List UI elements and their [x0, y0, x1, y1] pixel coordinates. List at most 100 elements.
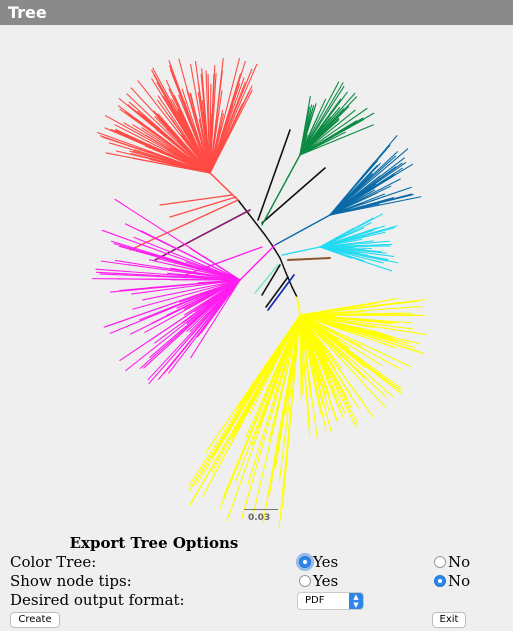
output-format-select[interactable]: PDF ▲ ▼ — [297, 592, 364, 610]
tree-branch-magenta — [158, 279, 241, 380]
tree-branch-yellow — [299, 314, 309, 414]
tree-branch-yellow — [299, 314, 329, 374]
tree-branch-red — [209, 60, 246, 174]
tree-branch-cyan — [319, 240, 375, 248]
tree-branch — [279, 257, 287, 274]
tree-branch-cyan — [319, 246, 383, 253]
tree-branch-magenta — [119, 279, 241, 362]
tree-branch-green — [299, 92, 356, 156]
tree-branch-magenta — [184, 246, 263, 276]
tree-branch-yellow — [299, 314, 336, 369]
tree-branch — [239, 244, 276, 281]
radio-selected-icon — [299, 556, 311, 568]
tree-branch-mint — [254, 264, 279, 294]
tree-branch-magenta — [119, 245, 241, 281]
tree-branch-red — [130, 152, 211, 174]
tree-branch-magenta — [143, 279, 241, 369]
radio-unselected-icon — [434, 556, 446, 568]
tree-branch-yellow — [262, 314, 301, 524]
tree-branch-green — [299, 109, 356, 156]
tree-branch-green — [299, 118, 310, 156]
radio-unselected-icon — [299, 575, 311, 587]
color-tree-yes-radio[interactable]: Yes — [299, 553, 338, 571]
color-tree-yes-label: Yes — [313, 553, 339, 571]
tree-branch-brown — [287, 257, 331, 261]
tree-branch-red — [159, 194, 233, 206]
tree-branch-magenta — [131, 279, 241, 295]
scale-bar — [244, 509, 278, 510]
tree-branch — [296, 296, 301, 316]
tree-branch-yellow — [299, 314, 409, 344]
tree-branch-red — [203, 109, 211, 174]
tree-branch-red — [137, 110, 211, 174]
tree-branch-green — [299, 81, 340, 156]
tree-branch-yellow — [270, 314, 301, 438]
tree-branch-red — [190, 63, 211, 174]
tree-branch-black — [261, 167, 326, 224]
tree-branch-blue — [329, 189, 376, 216]
tree-branch — [291, 286, 298, 298]
tree-branch-magenta — [124, 223, 241, 281]
tree-branch-yellow — [299, 314, 302, 401]
tree-branch — [209, 172, 239, 201]
tree-branch-red — [129, 115, 211, 174]
tree-branch-green — [299, 82, 344, 156]
tree-branch-yellow — [299, 314, 387, 398]
tree-branch-yellow — [299, 314, 402, 370]
tree-branch-blue — [329, 192, 378, 216]
tree-branch-yellow — [188, 314, 301, 487]
tree-branch-green — [299, 124, 374, 156]
tree-branch — [261, 154, 301, 226]
tree-branch — [264, 234, 273, 246]
tree-branch-magenta — [133, 236, 241, 281]
tree-branch-magenta — [151, 279, 241, 324]
tree-branch-blue — [329, 194, 360, 216]
scale-bar-label: 0.03 — [248, 513, 271, 523]
tree-branch-yellow — [299, 314, 337, 421]
tree-branch-yellow — [299, 314, 359, 425]
tree-branch-green — [299, 98, 327, 156]
exit-button[interactable]: Exit — [432, 612, 466, 628]
tree-branch-blue — [329, 151, 398, 216]
tree-branch-yellow — [270, 314, 301, 397]
output-format-value: PDF — [305, 595, 325, 606]
tree-branch-cyan — [319, 244, 367, 248]
tree-branch-red — [209, 81, 246, 174]
tree-branch-black — [261, 264, 281, 296]
tree-branch-red — [209, 65, 216, 174]
tree-branch — [237, 199, 266, 236]
tree-branch-blue — [329, 135, 398, 216]
tree-branch-red — [108, 142, 211, 174]
tree-branch-yellow — [299, 314, 411, 367]
tree-branch-magenta — [190, 279, 241, 359]
tree-branch-magenta — [95, 268, 241, 281]
tree-branch-black — [257, 129, 291, 221]
tree-branch-yellow — [299, 314, 402, 389]
tree-branch-yellow — [299, 314, 319, 442]
tree-branch-magenta — [148, 279, 241, 289]
tree-branch-magenta — [142, 279, 241, 301]
export-options-title: Export Tree Options — [69, 534, 239, 552]
create-button[interactable]: Create — [10, 612, 60, 628]
tree-branch-red — [209, 83, 212, 174]
tree-branch-red — [156, 116, 211, 174]
tree-branch — [274, 214, 331, 246]
tree-branch-yellow — [299, 312, 412, 316]
tree-branch-red — [105, 152, 211, 174]
window-title: Tree — [0, 0, 513, 25]
output-format-label: Desired output format: — [10, 591, 185, 609]
node-tips-yes-radio[interactable]: Yes — [299, 572, 338, 590]
tree-branch-magenta — [169, 267, 241, 281]
node-tips-label: Show node tips: — [10, 572, 132, 590]
tree-branch-magenta — [103, 279, 241, 328]
tree-branch-cyan — [319, 231, 386, 248]
tree-branch-black — [265, 276, 289, 308]
tree-branch-yellow — [299, 314, 427, 336]
color-tree-label: Color Tree: — [10, 553, 97, 571]
tree-branch-magenta — [101, 229, 241, 281]
tree-branch-blue — [329, 148, 409, 216]
color-tree-no-radio[interactable]: No — [434, 553, 470, 571]
tree-branch-yellow — [259, 314, 301, 411]
tree-branch-magenta — [148, 259, 241, 281]
node-tips-no-radio[interactable]: No — [434, 572, 470, 590]
